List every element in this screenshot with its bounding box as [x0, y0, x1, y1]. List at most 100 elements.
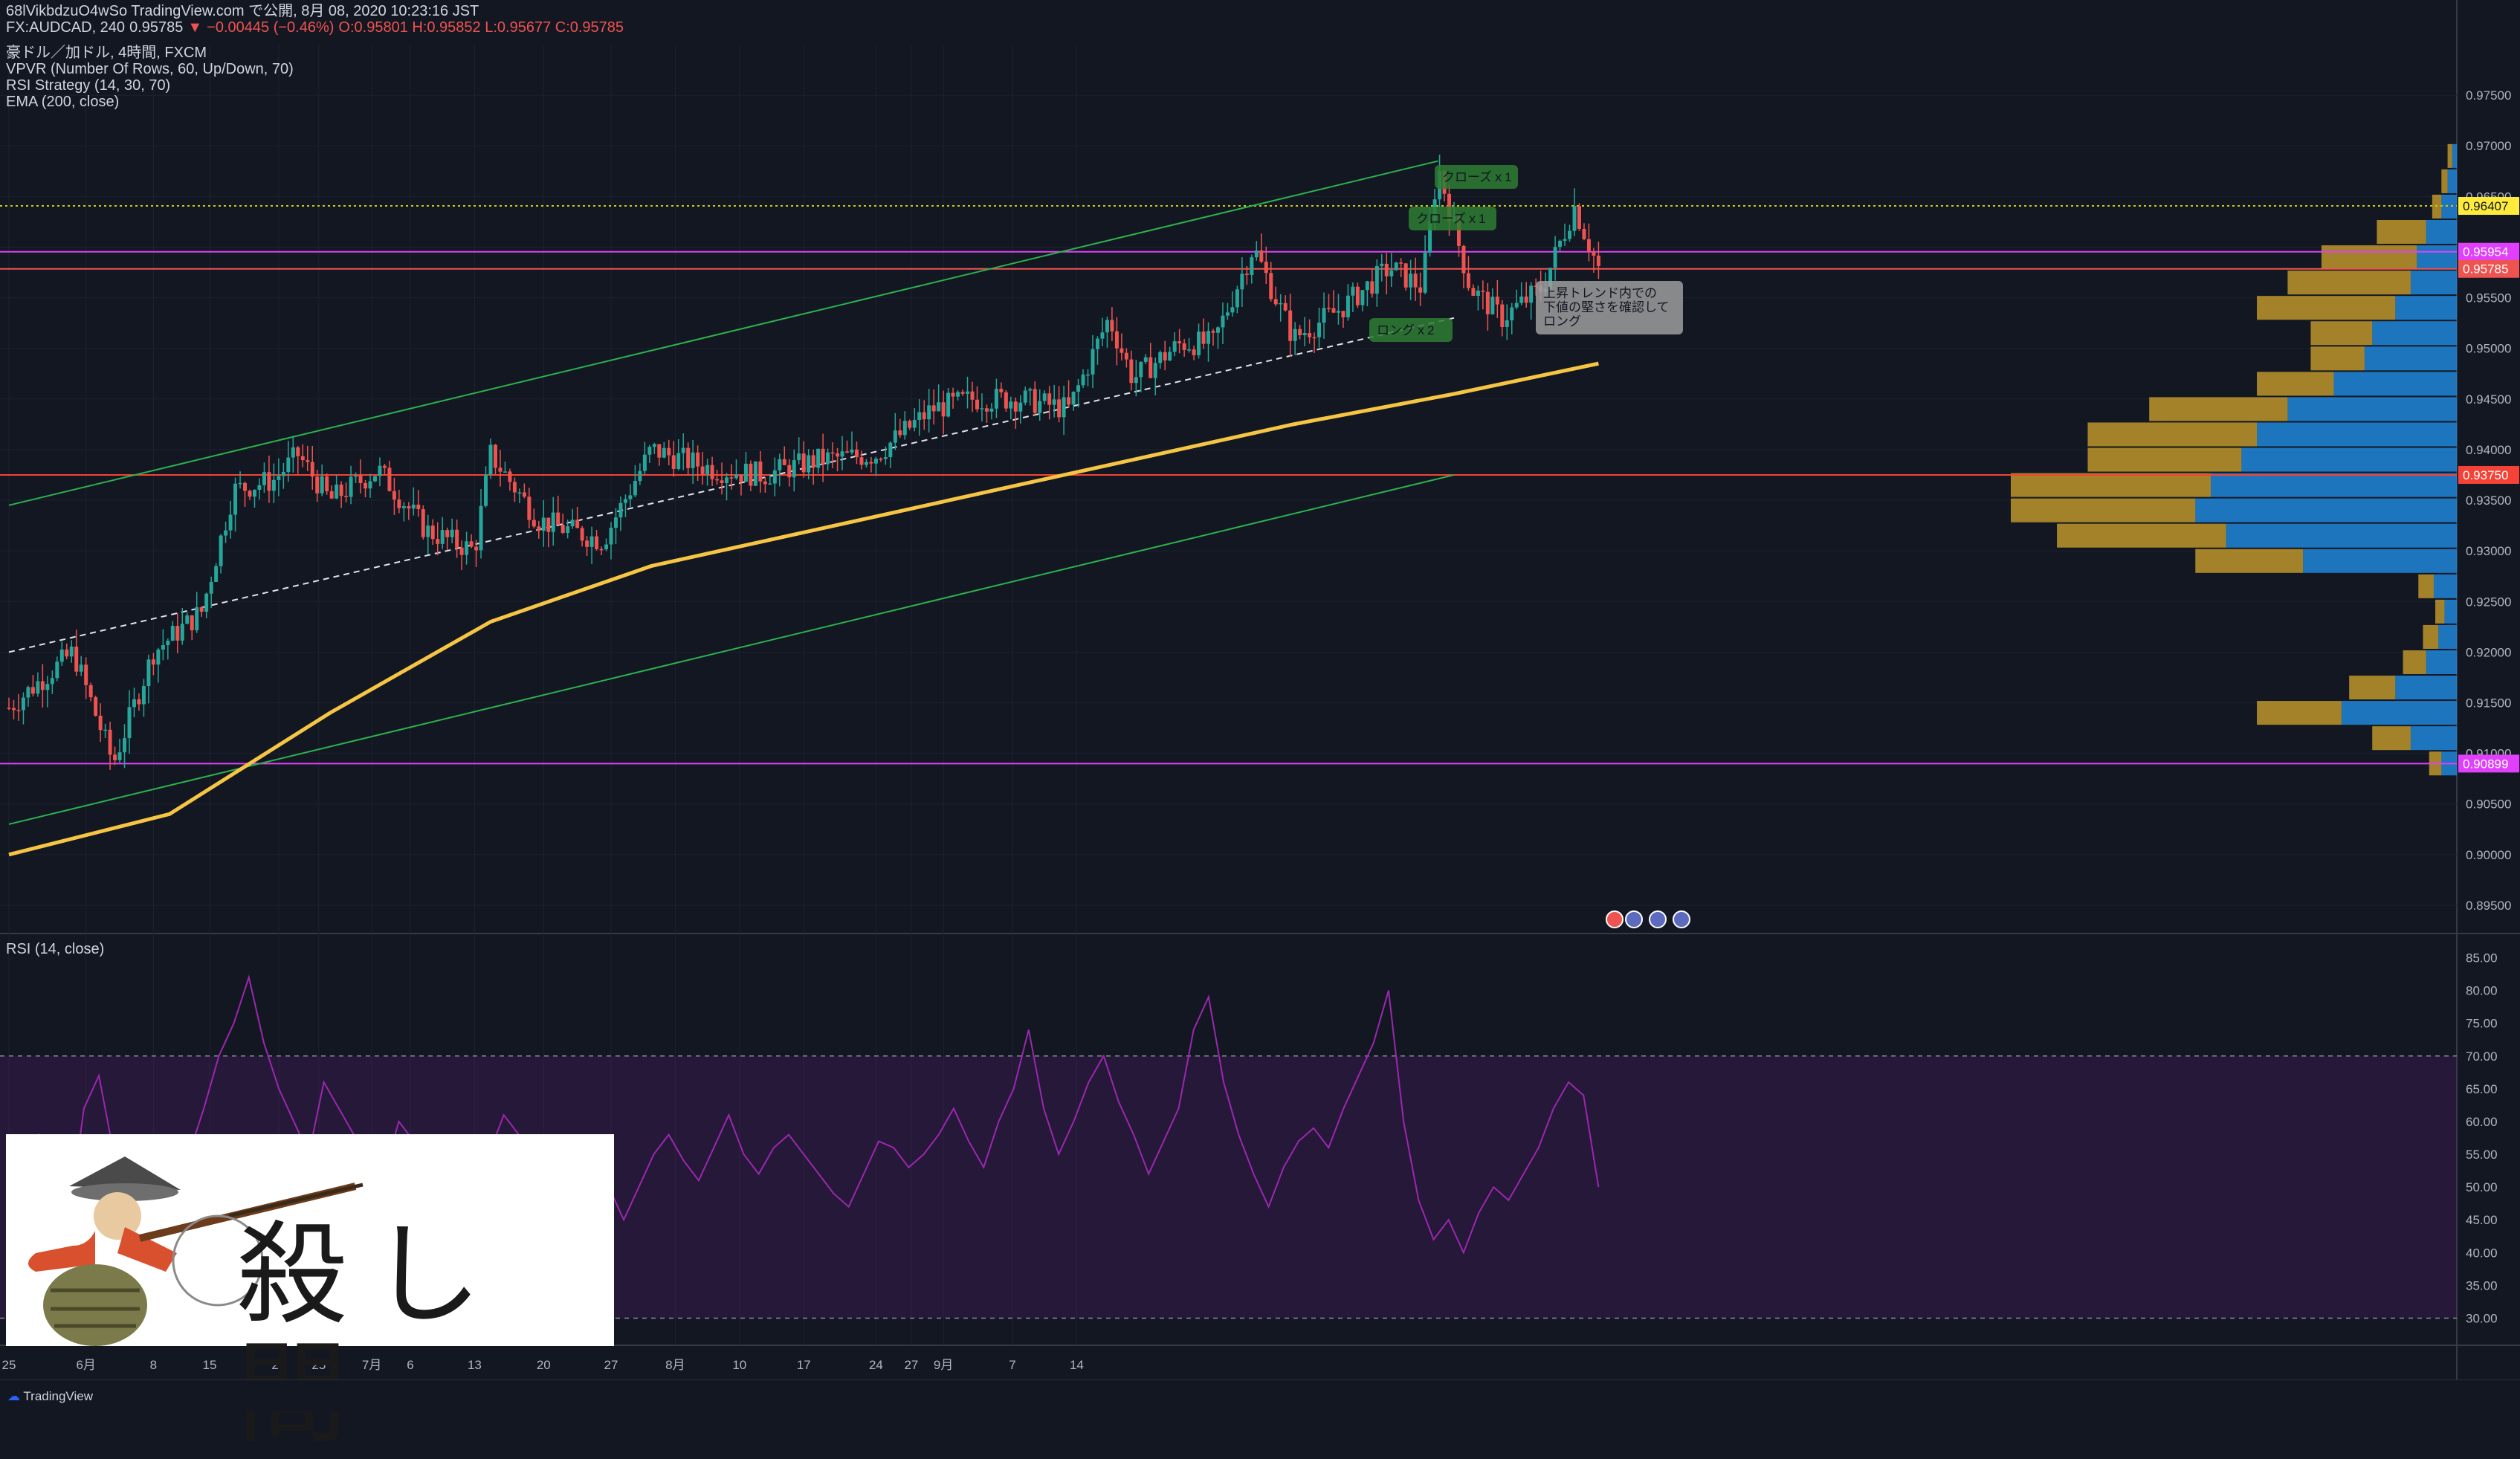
candle-body [1148, 357, 1153, 378]
vp-down-bar [2321, 245, 2417, 270]
candle-body [204, 593, 209, 612]
candle-body [378, 465, 382, 476]
vp-down-bar [2418, 574, 2434, 598]
candle-body [1418, 287, 1423, 293]
event-flag-icon[interactable] [1673, 910, 1690, 928]
ema-200-line[interactable] [8, 361, 1599, 857]
candle-body [1163, 352, 1167, 360]
vp-up-bar [2372, 321, 2457, 346]
candle-body [1529, 285, 1534, 303]
candle-body [315, 476, 320, 494]
down-arrow-icon: ▼ [187, 19, 203, 36]
vp-down-bar [2087, 447, 2242, 472]
candle-body [560, 525, 565, 533]
candle-body [190, 615, 194, 631]
candle-body [1380, 263, 1384, 266]
tradingview-logo[interactable]: ☁ TradingView [7, 1389, 93, 1404]
annotation-long-2-bg [1369, 318, 1453, 342]
annotation-long-2[interactable]: ロングｘ2 [1369, 318, 1453, 342]
candle-body [354, 475, 358, 477]
vp-down-bar [2057, 523, 2226, 548]
candle-body [864, 462, 868, 465]
candle-body [623, 499, 627, 503]
price-tick-label: 0.94000 [2466, 443, 2511, 457]
candle-body [1192, 349, 1196, 356]
candle-body [132, 699, 136, 708]
candle-body [1221, 315, 1225, 328]
candle-body [1197, 331, 1201, 356]
candle-body [339, 484, 343, 496]
annotation-close-2[interactable]: クローズｘ1 [1409, 207, 1496, 230]
candle-body [527, 496, 532, 520]
candle-body [908, 421, 912, 428]
candle-body [941, 402, 946, 417]
time-tick-label: 27 [904, 1358, 918, 1372]
candle-body [1009, 401, 1013, 409]
candle-body [807, 455, 811, 473]
candle-body [628, 495, 633, 499]
price-badge-label: 0.96407 [2463, 199, 2508, 213]
vp-up-bar [2395, 676, 2457, 700]
candle-body [720, 480, 724, 483]
price-badge-bg [2458, 465, 2519, 484]
annotation-close-1-bg [1435, 165, 1518, 189]
event-flag-icon[interactable] [1649, 910, 1667, 928]
price-badge-bg [2458, 259, 2519, 278]
candle-body [1466, 273, 1470, 288]
candle-body [1413, 274, 1418, 288]
indicator-ema[interactable]: EMA (200, close) [6, 94, 120, 110]
candle-body [1592, 251, 1596, 256]
vp-up-bar [2195, 498, 2457, 523]
time-tick-label: 27 [604, 1358, 618, 1372]
time-tick-label: 17 [797, 1358, 811, 1372]
candle-body [1172, 341, 1177, 352]
annotation-note-text: 上昇トレンド内での [1543, 286, 1657, 300]
candle-body [426, 525, 430, 537]
candle-body [1283, 303, 1288, 311]
rsi-tick-label: 80.00 [2466, 984, 2498, 998]
candle-body [989, 408, 994, 412]
vp-down-bar [2349, 676, 2396, 700]
price-badge: 0.96407 [2458, 197, 2519, 216]
candle-body [1389, 270, 1394, 276]
indicator-vpvr[interactable]: VPVR (Number Of Rows, 60, Up/Down, 70) [6, 61, 294, 77]
chart-title[interactable]: 豪ドル／加ドル, 4時間, FXCM [6, 45, 207, 61]
candle-body [836, 453, 840, 457]
candle-body [1201, 331, 1206, 344]
rsi-tick-label: 50.00 [2466, 1180, 2498, 1194]
price-badge-bg [2458, 754, 2519, 773]
vp-up-bar [2417, 245, 2457, 270]
event-flag-icon[interactable] [1606, 910, 1624, 928]
candle-body [1067, 397, 1071, 405]
candle-body [1495, 297, 1499, 305]
candle-body [349, 476, 353, 497]
candle-body [1308, 333, 1312, 337]
vp-down-bar [2372, 726, 2411, 751]
event-flag-icon[interactable] [1625, 910, 1643, 928]
candle-body [1345, 295, 1350, 317]
price-tick-label: 0.92500 [2466, 595, 2511, 609]
channel-lower-line[interactable] [8, 473, 1455, 825]
candle-body [1360, 290, 1365, 305]
candle-body [262, 472, 266, 485]
rsi-pane-title[interactable]: RSI (14, close) [6, 941, 105, 957]
vp-down-bar [2011, 473, 2211, 497]
candle-body [1298, 329, 1302, 336]
rsi-tick-label: 60.00 [2466, 1115, 2498, 1129]
indicator-rsi-strategy[interactable]: RSI Strategy (14, 30, 70) [6, 77, 171, 94]
vp-up-bar [2226, 523, 2457, 548]
candle-body [1279, 303, 1283, 305]
annotation-close-1[interactable]: クローズｘ1 [1435, 165, 1518, 189]
candle-body [277, 476, 281, 480]
channel-upper-line[interactable] [8, 160, 1438, 506]
candle-body [430, 525, 435, 540]
logo-text: TradingView [23, 1389, 93, 1403]
candle-body [749, 463, 753, 486]
candle-body [1341, 311, 1345, 317]
candle-body [715, 479, 720, 481]
rsi-tick-label: 30.00 [2466, 1312, 2498, 1326]
candle-body [700, 466, 705, 474]
candle-body [1351, 286, 1355, 296]
vp-up-bar [2426, 650, 2457, 675]
